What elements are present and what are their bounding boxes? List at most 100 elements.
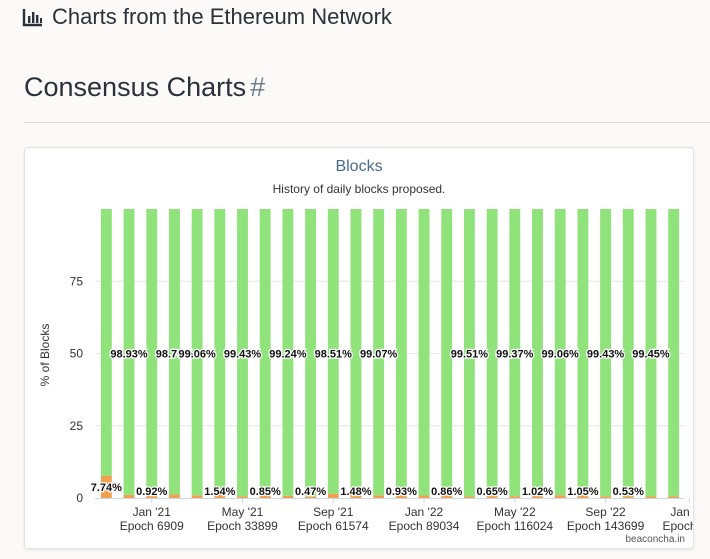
y-tick-label: 75 [70, 274, 84, 288]
data-label-proposed: 99.06% [542, 349, 580, 361]
bar-missed [600, 496, 612, 498]
bar-missed [463, 496, 475, 498]
bar-proposed [191, 209, 203, 496]
bar-proposed [509, 209, 521, 497]
x-tick-label-epoch: Epoch 61574 [298, 519, 369, 533]
data-label-missed: 0.85% [250, 486, 281, 498]
bar-missed [395, 495, 407, 498]
data-label-missed: 0.92% [136, 486, 167, 498]
bar-missed [554, 495, 566, 498]
bar-missed [327, 493, 339, 498]
chart-title: Blocks [335, 158, 382, 175]
x-tick-label: Sep '21 [313, 505, 354, 519]
bar-proposed [532, 209, 543, 496]
bars [100, 209, 680, 498]
bar-missed [622, 496, 634, 498]
data-label-missed: 0.86% [431, 486, 462, 498]
bar-proposed [123, 209, 135, 495]
bar-proposed [282, 209, 294, 496]
data-label-missed: 1.48% [340, 486, 371, 498]
y-tick-label: 25 [70, 419, 84, 433]
bar-proposed [350, 209, 362, 494]
bar-missed [486, 496, 498, 498]
data-label-missed: 0.47% [295, 486, 326, 498]
bar-proposed [100, 209, 112, 476]
x-tick-label-epoch: Epoch 89034 [389, 519, 460, 533]
x-tick-label: Sep '22 [585, 505, 626, 519]
bar-proposed [554, 209, 566, 496]
x-tick-label-epoch: Epoch 116024 [477, 519, 554, 533]
data-label-proposed: 99.43% [224, 349, 262, 361]
data-label-missed: 1.05% [567, 486, 598, 498]
data-label-proposed: 99.43% [587, 349, 625, 361]
x-tick-label: May '21 [222, 505, 264, 519]
bar-proposed [327, 209, 339, 494]
bar-missed [350, 493, 362, 498]
y-tick-label: 0 [76, 491, 83, 505]
section-anchor-link[interactable]: # [250, 72, 266, 102]
data-label-proposed: 98.93% [110, 349, 148, 361]
bar-proposed [600, 209, 612, 497]
bar-proposed [395, 209, 407, 496]
data-label-proposed: 99.51% [451, 349, 489, 361]
bar-proposed [622, 209, 634, 497]
chart-subtitle: History of daily blocks proposed. [273, 182, 446, 196]
data-label-missed: 0.53% [613, 486, 644, 498]
bar-missed [237, 496, 248, 498]
bar-proposed [418, 209, 430, 496]
bar-missed [214, 493, 226, 498]
bar-missed [577, 494, 589, 498]
section-title-text: Consensus Charts [24, 72, 247, 102]
bar-proposed [259, 209, 271, 496]
bar-proposed [237, 209, 248, 497]
bar-chart-icon [22, 6, 44, 28]
bar-missed [146, 495, 158, 498]
bar-proposed [214, 209, 226, 494]
chart-card: Blocks History of daily blocks proposed.… [24, 147, 710, 549]
data-label-proposed: 98.51% [315, 349, 353, 361]
bar-proposed [463, 209, 475, 497]
data-label-proposed: 99.24% [269, 349, 307, 361]
x-tick-label-epoch: Epoch 33899 [207, 519, 278, 533]
bar-missed [418, 495, 430, 498]
bar-proposed [645, 209, 657, 497]
x-tick-label: Jan '21 [133, 505, 172, 519]
data-labels: 7.74%98.93%0.92%98.76%99.06%1.54%99.43%0… [89, 347, 671, 499]
bar-missed [373, 495, 385, 498]
bar-proposed [486, 209, 498, 497]
data-label-missed: 0.65% [477, 486, 508, 498]
x-tick-label: May '22 [494, 505, 536, 519]
bar-missed [123, 494, 135, 498]
data-label-proposed: 99.06% [178, 349, 216, 361]
data-label-proposed: 99.45% [632, 349, 670, 361]
x-tick-label-epoch: Epoch 1... [663, 519, 693, 533]
bar-proposed [305, 209, 317, 497]
x-tick-label-epoch: Epoch 6909 [120, 519, 184, 533]
bar-missed [259, 495, 271, 498]
bar-missed [191, 495, 203, 498]
bar-missed [441, 495, 453, 498]
data-label-missed: 1.02% [522, 486, 553, 498]
bar-missed [168, 494, 180, 498]
bar-missed [509, 496, 521, 498]
bar-missed [532, 495, 543, 498]
data-label-proposed: 98.76% [156, 349, 194, 361]
page-title: Charts from the Ethereum Network [52, 4, 392, 29]
chart-credit[interactable]: beaconcha.in [626, 534, 686, 545]
bar-proposed [668, 209, 680, 497]
section-title: Consensus Charts # [24, 72, 265, 103]
page-header: Charts from the Ethereum Network [22, 4, 392, 30]
bar-missed [305, 496, 317, 498]
bar-proposed [168, 209, 180, 495]
blocks-chart: Blocks History of daily blocks proposed.… [38, 158, 710, 545]
data-label-proposed: 99.07% [360, 349, 398, 361]
y-axis-label: % of Blocks [38, 324, 52, 387]
x-tick-label: Jan '23 [670, 505, 693, 519]
y-tick-label: 50 [70, 347, 84, 361]
data-label-missed: 0.93% [386, 486, 417, 498]
x-tick-label: Jan '22 [405, 505, 444, 519]
bar-proposed [146, 209, 158, 496]
bar-missed [668, 496, 680, 498]
bar-missed [645, 496, 657, 498]
